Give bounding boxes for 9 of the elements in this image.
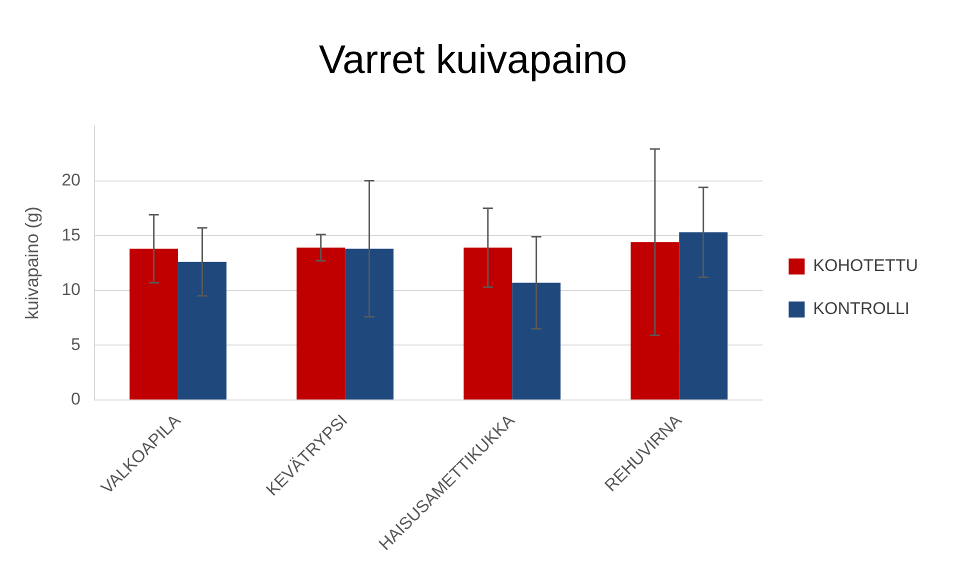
y-tick-label: 15	[62, 225, 81, 244]
legend-label: KOHOTETTU	[813, 256, 918, 276]
chart-title: Varret kuivapaino	[318, 38, 628, 82]
y-tick-label: 0	[71, 390, 81, 409]
y-tick-label: 10	[62, 280, 81, 300]
y-tick-label: 5	[71, 334, 81, 354]
y-axis-title: kuivapaino (g)	[22, 206, 42, 320]
legend-label: KONTROLLI	[813, 299, 910, 318]
y-tick-label: 20	[62, 170, 81, 190]
